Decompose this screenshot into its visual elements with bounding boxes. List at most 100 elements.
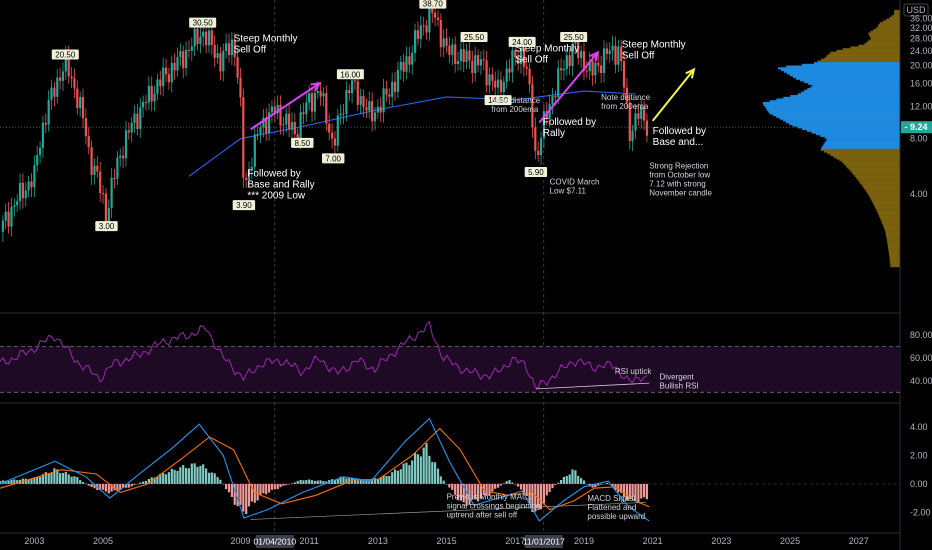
- candle-body: [588, 61, 591, 72]
- volume-profile-bar: [872, 200, 900, 203]
- macd-histogram-bar: [405, 462, 408, 484]
- volume-profile-bar: [839, 159, 900, 162]
- macd-histogram-bar: [199, 465, 202, 484]
- currency-badge: USD: [906, 5, 926, 15]
- volume-profile-bar: [887, 244, 900, 247]
- macd-histogram-bar: [416, 454, 419, 484]
- candle-body: [365, 107, 368, 111]
- volume-profile-bar: [785, 121, 900, 124]
- price-axis-tick: 20.00: [910, 60, 932, 70]
- macd-histogram-bar: [399, 469, 402, 484]
- candle-body: [139, 107, 142, 129]
- macd-histogram-bar: [519, 483, 523, 490]
- ema-line: [188, 90, 636, 177]
- volume-profile-bar: [783, 70, 900, 73]
- macd-histogram-bar: [113, 483, 116, 491]
- annotation-line: Divergent: [660, 373, 695, 382]
- macd-histogram-bar: [225, 483, 228, 490]
- candle-body: [4, 211, 7, 221]
- volume-profile-bar: [889, 252, 900, 255]
- volume-profile-bar: [801, 91, 900, 94]
- candle-body: [359, 96, 362, 105]
- volume-profile-bar: [860, 181, 900, 184]
- macd-histogram-bar: [202, 464, 205, 484]
- candle-body: [313, 93, 316, 112]
- macd-histogram-bar: [365, 480, 368, 484]
- price-label: 3.90: [232, 200, 256, 211]
- macd-histogram-bar: [293, 482, 296, 484]
- macd-histogram-bar: [207, 472, 211, 484]
- volume-profile-bar: [879, 216, 900, 219]
- volume-profile-bar: [845, 164, 900, 167]
- candle-body: [179, 51, 182, 58]
- macd-histogram-bar: [310, 480, 314, 484]
- candle-body: [147, 85, 150, 103]
- volume-profile-bar: [883, 225, 900, 228]
- price-label: 5.90: [524, 167, 548, 178]
- macd-histogram-bar: [147, 478, 150, 484]
- volume-profile-bar: [889, 258, 900, 261]
- candle-body: [116, 157, 119, 179]
- rsi-panel[interactable]: [0, 320, 900, 393]
- volume-profile-bar: [877, 211, 900, 214]
- macd-histogram-bar: [428, 455, 431, 484]
- price-label-text: 8.50: [295, 139, 311, 148]
- candle-body: [319, 91, 322, 97]
- time-axis-tick: 2025: [780, 536, 800, 546]
- macd-histogram-bar: [459, 483, 462, 501]
- volume-profile-bar: [874, 204, 900, 207]
- price-axis-tick: 32.00: [910, 23, 932, 33]
- macd-histogram-bar: [93, 483, 96, 489]
- volume-profile-bar: [887, 240, 900, 243]
- volume-profile-bar: [850, 46, 900, 49]
- price-label-text: 3.90: [236, 201, 252, 210]
- macd-histogram-bar: [560, 480, 563, 484]
- macd-histogram-bar: [39, 477, 42, 484]
- candle-body: [580, 51, 583, 58]
- macd-histogram-bar: [434, 462, 437, 484]
- candle-body: [602, 48, 606, 73]
- macd-histogram-bar: [474, 483, 477, 500]
- macd-histogram-bar: [637, 483, 640, 503]
- candle-body: [371, 101, 374, 122]
- macd-histogram-bar: [296, 480, 299, 484]
- volume-profile-bar: [888, 249, 900, 252]
- macd-panel[interactable]: [0, 417, 900, 522]
- macd-histogram-bar: [122, 483, 125, 489]
- volume-profile-bar: [847, 166, 900, 169]
- volume-profile-bar: [826, 55, 900, 58]
- candle-body: [56, 77, 59, 97]
- candle-body: [614, 45, 617, 65]
- price-axis-tick: 12.00: [910, 101, 932, 111]
- macd-histogram-bar: [625, 483, 628, 501]
- candle-body: [127, 130, 130, 133]
- candle-body: [50, 87, 53, 100]
- candle-body: [436, 17, 440, 20]
- candle-body: [422, 25, 425, 27]
- annotation-line: Rally: [543, 128, 565, 139]
- candle-body: [373, 112, 377, 122]
- macd-histogram-bar: [448, 483, 451, 488]
- macd-histogram-bar: [376, 478, 379, 484]
- volume-profile-bar: [885, 230, 900, 233]
- candle-body: [643, 107, 646, 121]
- candle-body: [59, 77, 62, 81]
- macd-histogram-bar: [170, 468, 173, 484]
- candle-body: [136, 113, 139, 129]
- volume-profile-bar: [886, 235, 900, 238]
- volume-profile-bar: [787, 72, 900, 75]
- volume-profile-bar: [894, 10, 900, 13]
- volume-profile-bar: [888, 246, 900, 249]
- price-label-box: [419, 0, 447, 9]
- macd-histogram-bar: [13, 479, 16, 484]
- currency-badge-frame: [903, 3, 929, 17]
- macd-histogram-bar: [313, 480, 316, 484]
- volume-profile-bar: [781, 69, 900, 72]
- volume-profile: [762, 10, 900, 268]
- volume-profile-bar: [894, 11, 900, 14]
- macd-histogram-bar: [4, 480, 7, 484]
- macd-histogram-bar: [436, 468, 440, 484]
- candle-body: [67, 52, 70, 77]
